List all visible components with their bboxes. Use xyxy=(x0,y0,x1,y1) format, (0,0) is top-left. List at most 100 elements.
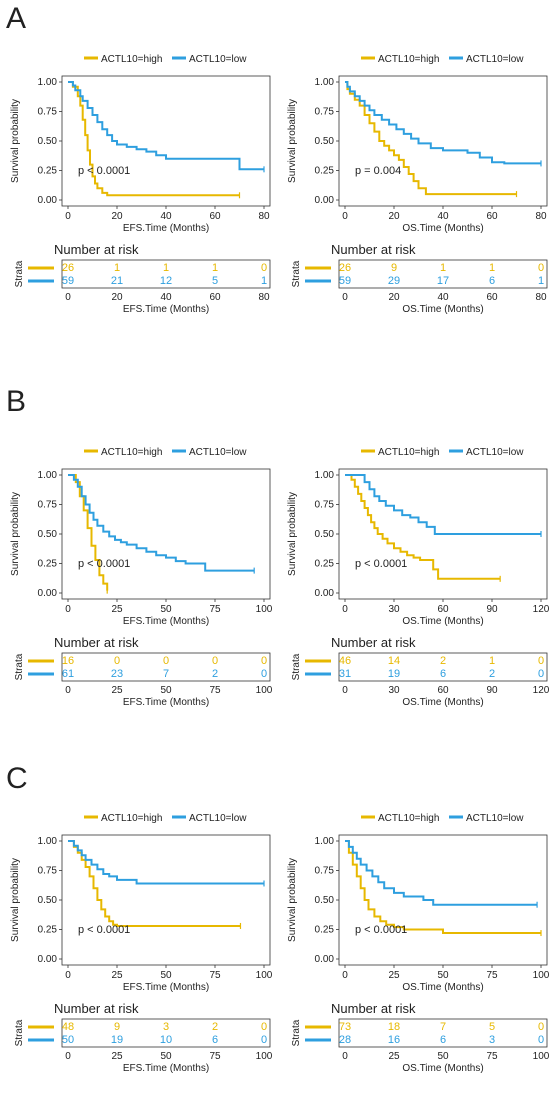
y-tick-label-3-p1c0: 0.75 xyxy=(38,500,58,511)
y-tick-label-2-p1c1: 0.50 xyxy=(315,529,335,540)
risk-count-low-4-p1c0: 0 xyxy=(261,668,267,680)
risk-x-tick-label-3-p0c1: 60 xyxy=(486,292,498,303)
legend-label-high-p1c0: ACTL10=high xyxy=(101,447,162,458)
y-tick-label-0-p1c0: 0.00 xyxy=(38,588,58,599)
y-tick-label-2-p2c0: 0.50 xyxy=(38,895,58,906)
risk-count-low-0-p2c0: 50 xyxy=(62,1034,74,1046)
risk-x-tick-label-2-p1c1: 60 xyxy=(437,685,449,696)
risk-count-low-4-p1c1: 0 xyxy=(538,668,544,680)
risk-count-low-3-p2c1: 3 xyxy=(489,1034,495,1046)
p-value-p2c0: p < 0.0001 xyxy=(78,924,130,936)
strata-label-p2c1: Strata xyxy=(291,1019,302,1046)
risk-count-high-4-p1c1: 0 xyxy=(538,655,544,667)
legend-label-low-p2c1: ACTL10=low xyxy=(466,813,524,824)
x-tick-label-0-p0c1: 0 xyxy=(342,211,348,222)
risk-count-low-0-p2c1: 28 xyxy=(339,1034,351,1046)
y-tick-label-1-p1c0: 0.25 xyxy=(38,559,58,570)
survival-curve-low-p0c1 xyxy=(345,81,541,165)
risk-count-high-0-p2c1: 73 xyxy=(339,1021,351,1033)
x-tick-label-4-p1c0: 100 xyxy=(256,604,273,615)
risk-x-tick-label-1-p0c0: 20 xyxy=(111,292,123,303)
y-tick-label-4-p1c0: 1.00 xyxy=(38,470,58,481)
survival-curve-high-p1c0 xyxy=(68,474,109,591)
risk-count-low-3-p2c0: 6 xyxy=(212,1034,218,1046)
survival-curve-low-p2c0 xyxy=(68,840,264,885)
risk-x-tick-label-1-p1c0: 25 xyxy=(111,685,123,696)
risk-x-tick-label-4-p0c1: 80 xyxy=(535,292,547,303)
x-tick-label-2-p0c0: 40 xyxy=(160,211,172,222)
risk-count-low-2-p2c1: 6 xyxy=(440,1034,446,1046)
survival-curve-high-p1c1 xyxy=(345,474,501,580)
y-tick-label-4-p1c1: 1.00 xyxy=(315,470,335,481)
risk-x-tick-label-4-p2c1: 100 xyxy=(533,1051,550,1062)
y-axis-label-p0c1: Survival probability xyxy=(287,99,298,183)
risk-x-tick-label-1-p2c0: 25 xyxy=(111,1051,123,1062)
survival-curve-low-p1c1 xyxy=(345,474,541,535)
legend-label-high-p2c1: ACTL10=high xyxy=(378,813,439,824)
x-tick-label-3-p0c0: 60 xyxy=(209,211,221,222)
y-tick-label-0-p0c1: 0.00 xyxy=(315,195,335,206)
plot-frame-p0c1 xyxy=(338,75,548,207)
risk-count-high-3-p0c0: 1 xyxy=(212,262,218,274)
y-tick-label-0-p2c0: 0.00 xyxy=(38,954,58,965)
y-axis-label-p0c0: Survival probability xyxy=(10,99,21,183)
risk-x-tick-label-1-p0c1: 20 xyxy=(388,292,400,303)
risk-count-high-3-p1c0: 0 xyxy=(212,655,218,667)
risk-x-tick-label-1-p2c1: 25 xyxy=(388,1051,400,1062)
legend-label-high-p0c1: ACTL10=high xyxy=(378,54,439,65)
plot-frame-p1c0 xyxy=(61,468,271,600)
p-value-p1c0: p < 0.0001 xyxy=(78,558,130,570)
x-tick-label-3-p2c1: 75 xyxy=(486,970,498,981)
strata-label-p0c1: Strata xyxy=(291,260,302,287)
risk-count-high-0-p0c1: 26 xyxy=(339,262,351,274)
y-tick-label-4-p0c0: 1.00 xyxy=(38,77,58,88)
y-tick-label-1-p2c1: 0.25 xyxy=(315,925,335,936)
plot-frame-p2c1 xyxy=(338,834,548,966)
y-tick-label-3-p0c0: 0.75 xyxy=(38,107,58,118)
y-tick-label-3-p2c0: 0.75 xyxy=(38,866,58,877)
risk-count-high-3-p2c0: 2 xyxy=(212,1021,218,1033)
risk-count-low-0-p0c1: 59 xyxy=(339,275,351,287)
risk-table-frame-p2c1 xyxy=(338,1018,548,1048)
x-tick-label-4-p2c1: 100 xyxy=(533,970,550,981)
risk-count-high-4-p2c1: 0 xyxy=(538,1021,544,1033)
risk-count-low-0-p1c1: 31 xyxy=(339,668,351,680)
risk-count-high-4-p0c1: 0 xyxy=(538,262,544,274)
risk-count-low-4-p0c1: 1 xyxy=(538,275,544,287)
y-tick-label-0-p1c1: 0.00 xyxy=(315,588,335,599)
risk-x-tick-label-2-p2c1: 50 xyxy=(437,1051,449,1062)
y-tick-label-2-p0c1: 0.50 xyxy=(315,136,335,147)
y-tick-label-2-p1c0: 0.50 xyxy=(38,529,58,540)
risk-x-axis-label-p1c1: OS.Time (Months) xyxy=(402,697,483,708)
x-tick-label-0-p2c0: 0 xyxy=(65,970,71,981)
risk-count-low-1-p1c0: 23 xyxy=(111,668,123,680)
risk-count-low-1-p1c1: 19 xyxy=(388,668,400,680)
risk-x-tick-label-0-p2c1: 0 xyxy=(342,1051,348,1062)
legend-label-low-p2c0: ACTL10=low xyxy=(189,813,247,824)
risk-count-low-0-p1c0: 61 xyxy=(62,668,74,680)
x-axis-label-p2c0: EFS.Time (Months) xyxy=(123,982,209,993)
risk-x-tick-label-3-p2c0: 75 xyxy=(209,1051,221,1062)
risk-count-high-2-p0c0: 1 xyxy=(163,262,169,274)
y-tick-label-1-p1c1: 0.25 xyxy=(315,559,335,570)
x-tick-label-0-p2c1: 0 xyxy=(342,970,348,981)
risk-x-tick-label-3-p1c1: 90 xyxy=(486,685,498,696)
x-tick-label-3-p0c1: 60 xyxy=(486,211,498,222)
risk-x-tick-label-0-p1c0: 0 xyxy=(65,685,71,696)
panel-letter-b: B xyxy=(6,385,27,418)
risk-count-low-3-p0c0: 5 xyxy=(212,275,218,287)
risk-count-high-3-p0c1: 1 xyxy=(489,262,495,274)
risk-count-high-3-p2c1: 5 xyxy=(489,1021,495,1033)
y-tick-label-3-p0c1: 0.75 xyxy=(315,107,335,118)
risk-x-tick-label-3-p2c1: 75 xyxy=(486,1051,498,1062)
risk-title-p1c1: Number at risk xyxy=(331,635,416,650)
risk-x-axis-label-p2c0: EFS.Time (Months) xyxy=(123,1063,209,1074)
legend-label-high-p2c0: ACTL10=high xyxy=(101,813,162,824)
risk-title-p0c0: Number at risk xyxy=(54,242,139,257)
x-tick-label-1-p2c1: 25 xyxy=(388,970,400,981)
strata-label-p1c1: Strata xyxy=(291,653,302,680)
risk-x-tick-label-0-p0c1: 0 xyxy=(342,292,348,303)
x-tick-label-2-p2c0: 50 xyxy=(160,970,172,981)
risk-count-high-4-p2c0: 0 xyxy=(261,1021,267,1033)
